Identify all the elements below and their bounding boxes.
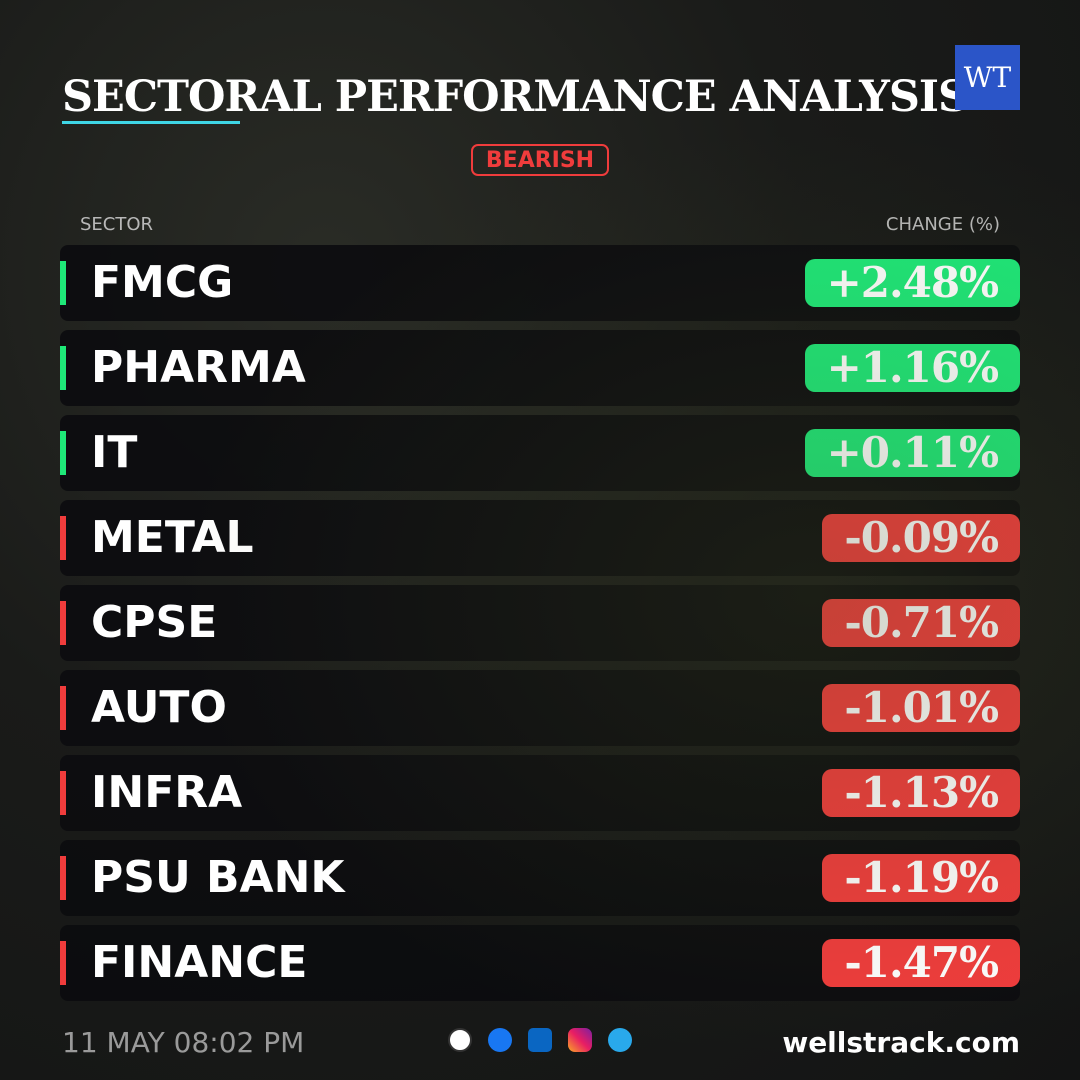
facebook-icon[interactable] [488,1028,512,1052]
instagram-icon[interactable] [568,1028,592,1052]
site: wellstrack.com [782,1026,1020,1059]
trend-indicator [60,941,66,985]
title: SECTORAL PERFORMANCE ANALYSIS [62,72,969,122]
table-row: PHARMA +1.16% [60,330,1020,406]
trend-indicator [60,686,66,730]
trend-indicator [60,771,66,815]
title-underline [62,121,240,124]
trend-indicator [60,431,66,475]
table-row: METAL -0.09% [60,500,1020,576]
table-row: INFRA -1.13% [60,755,1020,831]
change-pill: +0.11% [804,429,1020,477]
change-pill: -1.47% [822,939,1020,987]
change-pill: +1.16% [804,344,1020,392]
linkedin-icon[interactable] [528,1028,552,1052]
sector-name: CPSE [91,597,218,648]
sector-name: IT [91,427,138,478]
trend-indicator [60,856,66,900]
sector-name: FMCG [91,257,234,308]
sector-name: AUTO [91,682,227,733]
badge: BEARISH [471,144,609,176]
trend-indicator [60,516,66,560]
change-pill: -0.09% [822,514,1020,562]
sector-name: PSU BANK [91,852,345,903]
table-row: AUTO -1.01% [60,670,1020,746]
sector-name: INFRA [91,767,243,818]
x-icon[interactable] [448,1028,472,1052]
column-header: CHANGE (%) [885,214,1000,235]
change-pill: -1.13% [822,769,1020,817]
trend-indicator [60,346,66,390]
table-row: IT +0.11% [60,415,1020,491]
change-pill: -0.71% [822,599,1020,647]
change-pill: -1.01% [822,684,1020,732]
column-header: SECTOR [80,214,154,235]
sector-name: PHARMA [91,342,306,393]
sector-name: METAL [91,512,254,563]
table-row: CPSE -0.71% [60,585,1020,661]
table-row: PSU BANK -1.19% [60,840,1020,916]
timestamp: 11 MAY 08:02 PM [62,1026,305,1059]
telegram-icon[interactable] [608,1028,632,1052]
trend-indicator [60,261,66,305]
sector-name: FINANCE [91,937,308,988]
change-pill: -1.19% [822,854,1020,902]
logo: WT [955,45,1020,110]
table-row: FINANCE -1.47% [60,925,1020,1001]
trend-indicator [60,601,66,645]
table-row: FMCG +2.48% [60,245,1020,321]
change-pill: +2.48% [804,259,1020,307]
